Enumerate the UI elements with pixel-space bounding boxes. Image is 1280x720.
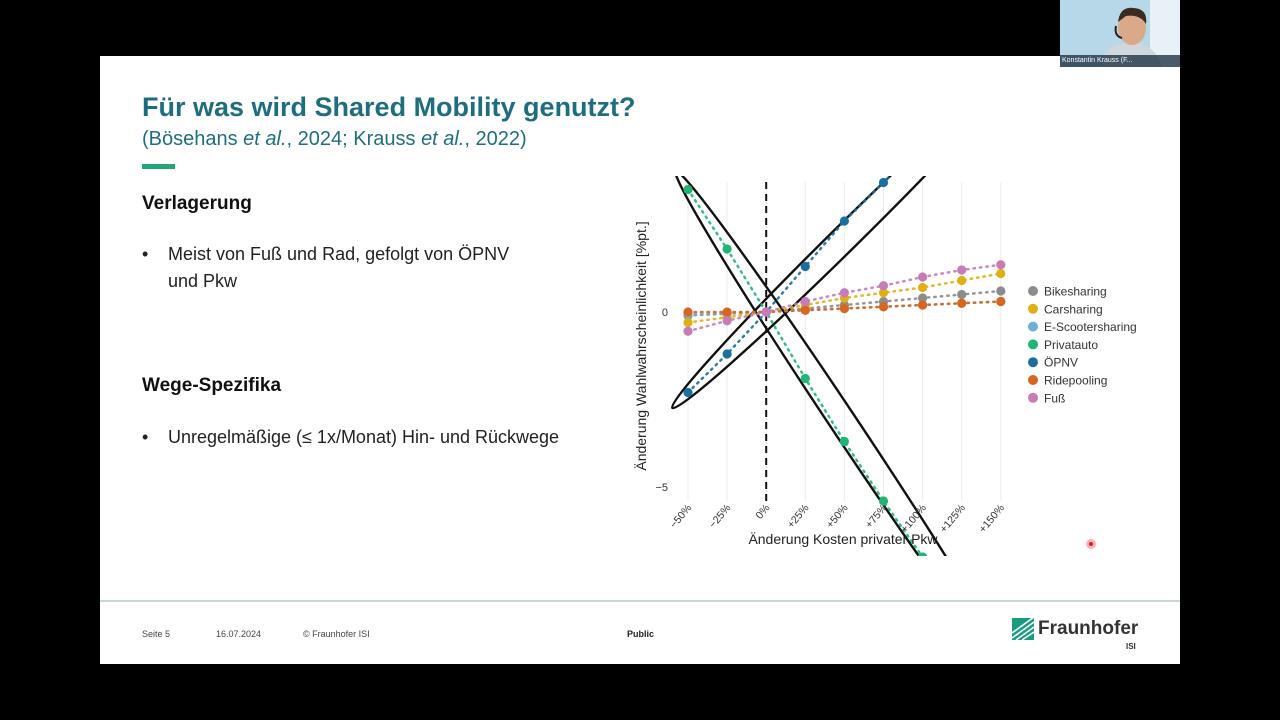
data-point <box>957 275 967 286</box>
data-point <box>839 436 849 447</box>
footer-divider <box>100 600 1180 602</box>
data-point <box>918 300 928 310</box>
x-tick-label: +150% <box>977 502 1007 535</box>
legend-marker <box>1028 375 1038 385</box>
data-point <box>996 268 1006 279</box>
data-point <box>683 326 693 336</box>
x-tick-label: +125% <box>938 502 968 535</box>
section-heading-wege-spezifika: Wege-Spezifika <box>142 375 282 396</box>
data-point <box>957 289 967 300</box>
title-accent-bar <box>142 164 175 169</box>
bullet-dot: • <box>142 244 149 264</box>
footer-date: 16.07.2024 <box>216 629 262 639</box>
participant-name: Konstantin Krauss (F... <box>1060 55 1180 67</box>
x-tick-label: −25% <box>707 502 734 531</box>
data-point <box>878 177 889 188</box>
legend-label: Privatauto <box>1044 338 1098 352</box>
bullet-text: Unregelmäßige (≤ 1x/Monat) Hin- und Rück… <box>168 424 608 451</box>
data-point <box>839 303 849 314</box>
data-point <box>683 307 693 317</box>
data-point <box>878 496 889 506</box>
legend-label: Bikesharing <box>1044 285 1107 299</box>
x-tick-label: +50% <box>824 502 851 531</box>
legend-marker <box>1028 321 1038 332</box>
data-point <box>722 244 732 254</box>
subtitle-part: , 2022) <box>464 128 527 150</box>
subtitle-part: et al. <box>421 128 465 150</box>
webcam-tile[interactable]: Konstantin Krauss (F... <box>1060 0 1180 67</box>
data-point <box>800 296 810 307</box>
section-heading-verlagerung: Verlagerung <box>142 193 252 214</box>
y-tick-label: 0 <box>662 307 668 319</box>
legend-label: E-Scootersharing <box>1044 320 1137 334</box>
data-point <box>957 298 967 308</box>
bullet-text: Meist von Fuß und Rad, gefolgt von ÖPNV … <box>168 241 608 295</box>
slide: Für was wird Shared Mobility genutzt? (B… <box>100 56 1180 664</box>
fraunhofer-logo-icon <box>1012 618 1034 640</box>
data-point <box>918 552 928 556</box>
scatter-chart: 50−5−10−50%−25%0%+25%+50%+75%+100%+125%+… <box>633 176 1137 556</box>
data-point <box>722 349 732 359</box>
subtitle-part: , 2024; Krauss <box>286 128 422 150</box>
data-point <box>722 307 732 317</box>
legend-label: Fuß <box>1044 391 1065 405</box>
data-point <box>800 261 810 272</box>
logo-subtext: ISI <box>1126 642 1136 651</box>
data-point <box>683 184 693 195</box>
data-point <box>800 305 810 315</box>
data-point <box>918 282 928 293</box>
data-point <box>761 307 771 317</box>
x-tick-label: −50% <box>668 502 695 531</box>
y-tick-label: −5 <box>655 482 668 494</box>
data-point <box>839 288 849 298</box>
x-tick-label: +25% <box>785 502 812 531</box>
legend-marker <box>1028 357 1038 368</box>
bullet-line: und Pkw <box>168 271 238 291</box>
bullet-line: Meist von Fuß und Rad, gefolgt von ÖPNV <box>168 244 510 264</box>
logo-wordmark: Fraunhofer <box>1038 618 1139 639</box>
footer-page-number: Seite 5 <box>142 629 171 639</box>
highlight-ellipse <box>674 176 1015 556</box>
data-point <box>683 317 693 328</box>
data-point <box>957 265 967 275</box>
slide-title: Für was wird Shared Mobility genutzt? <box>142 92 636 122</box>
legend-marker <box>1028 392 1038 403</box>
data-point <box>800 373 810 384</box>
data-point <box>878 281 889 291</box>
subtitle-part: et al. <box>243 128 287 150</box>
subtitle-part: (Bösehans <box>142 128 244 150</box>
bullet-dot: • <box>142 427 149 447</box>
y-axis-label: Änderung Wahlwahrscheinlichkeit [%pt.] <box>633 221 649 470</box>
footer-classification: Public <box>627 629 655 639</box>
data-point <box>996 286 1006 296</box>
fraunhofer-logo: Fraunhofer ISI <box>1012 616 1142 656</box>
legend-marker <box>1028 286 1038 296</box>
data-point <box>918 272 928 282</box>
legend-marker <box>1028 339 1038 350</box>
data-point <box>996 296 1006 307</box>
legend-marker <box>1028 303 1038 314</box>
series-line <box>686 263 1003 333</box>
bullet-line: Unregelmäßige (≤ 1x/Monat) Hin- und Rück… <box>168 427 560 447</box>
legend-label: ÖPNV <box>1044 356 1078 370</box>
data-point <box>878 302 889 312</box>
highlight-ellipse <box>670 176 1018 410</box>
data-point <box>996 260 1006 270</box>
data-point <box>878 288 889 298</box>
data-point <box>683 387 693 398</box>
laser-pointer <box>1086 539 1096 549</box>
data-point <box>918 293 928 303</box>
x-tick-label: 0% <box>754 502 773 521</box>
slide-subtitle: (Bösehans et al., 2024; Krauss et al., 2… <box>142 128 527 151</box>
footer-copyright: © Fraunhofer ISI <box>303 629 370 639</box>
data-point <box>722 316 732 326</box>
x-axis-label: Änderung Kosten privater Pkw <box>748 531 938 547</box>
data-point <box>839 216 849 226</box>
legend-label: Carsharing <box>1044 302 1103 316</box>
series-line <box>686 176 892 394</box>
legend-label: Ridepooling <box>1044 374 1107 388</box>
